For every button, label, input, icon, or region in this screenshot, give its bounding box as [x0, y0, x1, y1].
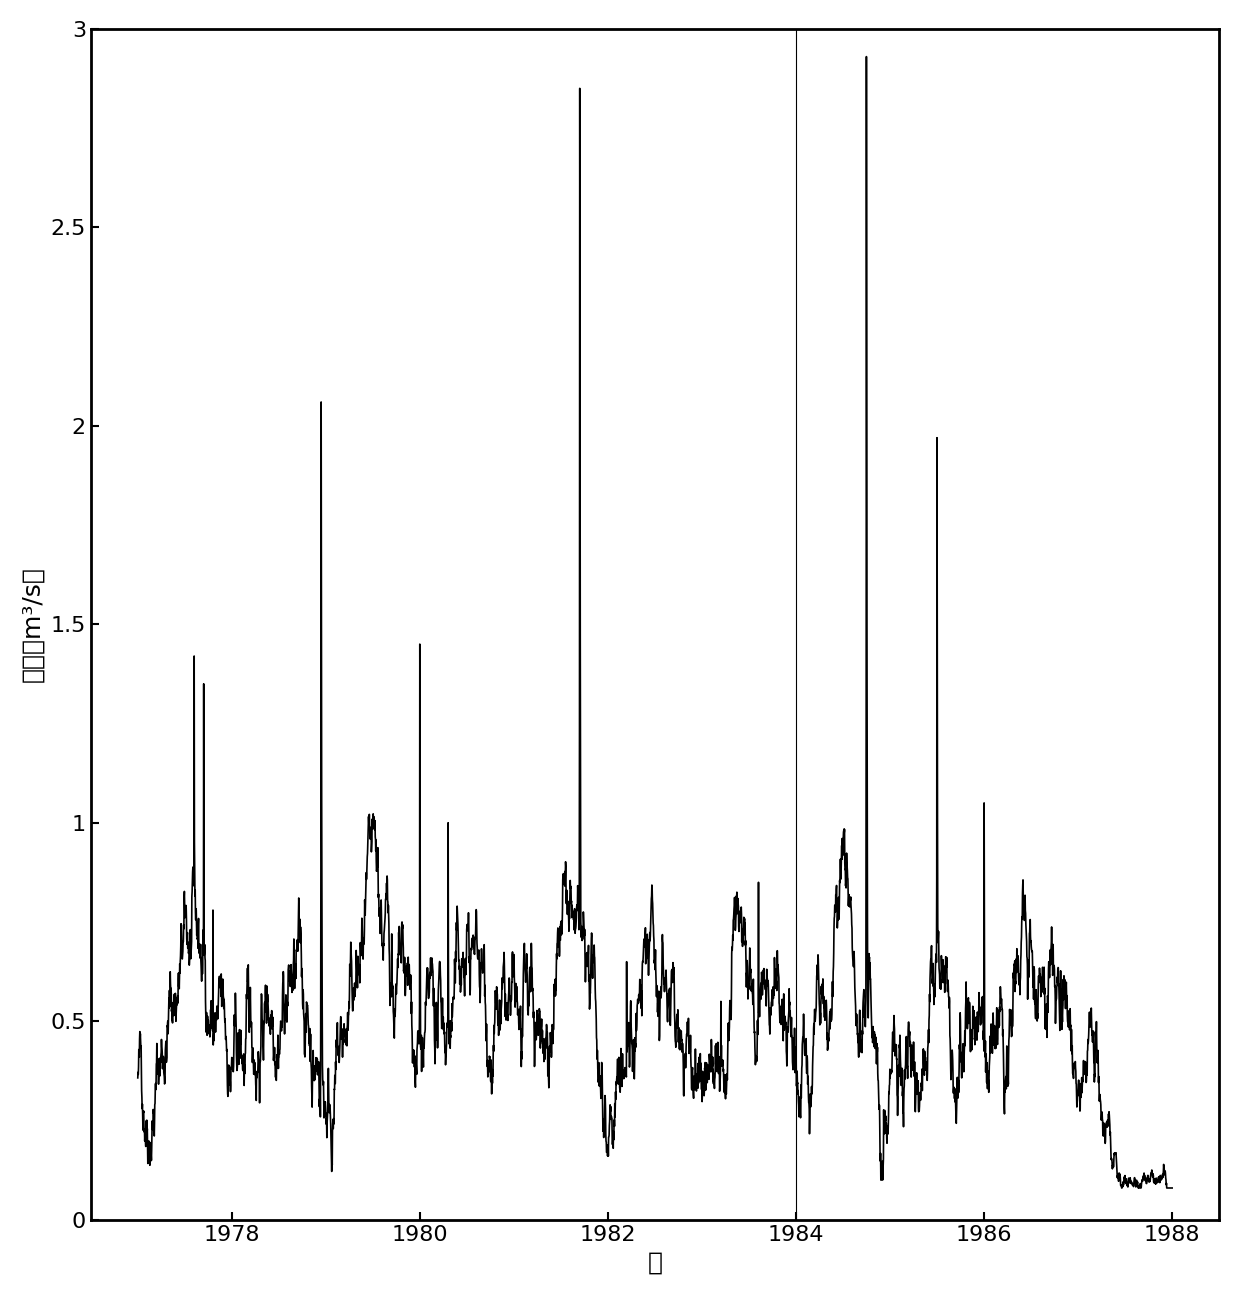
- X-axis label: 年: 年: [647, 1250, 662, 1274]
- Y-axis label: 基流（m³/s）: 基流（m³/s）: [21, 566, 45, 682]
